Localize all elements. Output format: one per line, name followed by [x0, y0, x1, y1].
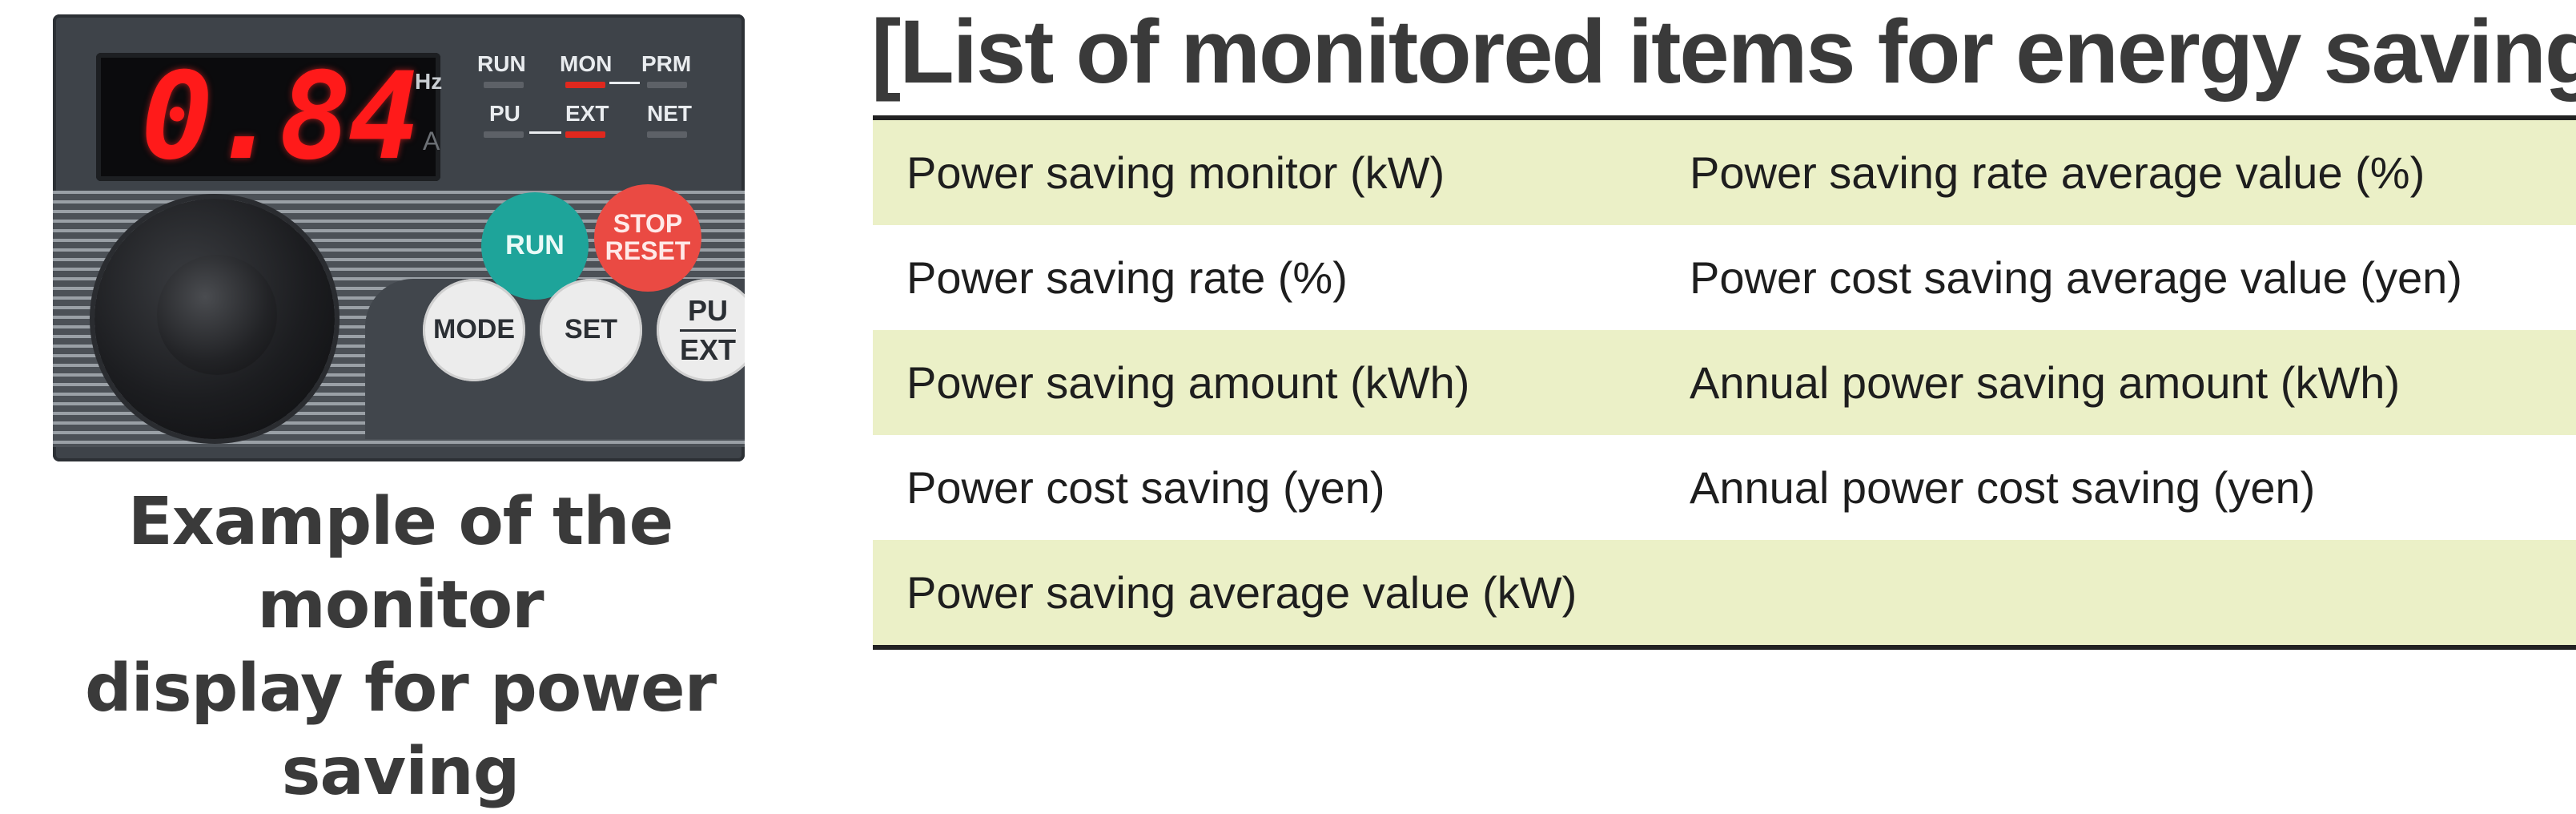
table-cell: Power saving amount (kWh) — [906, 357, 1470, 408]
indicator-net-led — [647, 131, 687, 138]
reset-label: RESET — [605, 236, 691, 265]
run-button[interactable]: RUN — [481, 192, 589, 300]
table-row: Power saving average value (kW) — [873, 540, 2576, 645]
indicator-run-led — [484, 82, 524, 88]
set-button[interactable]: SET — [540, 279, 642, 381]
indicator-ext-label: EXT — [565, 101, 609, 126]
indicator-pu-led — [484, 131, 524, 138]
run-button-label: RUN — [505, 230, 565, 261]
caption-line-2: display for power saving — [84, 651, 717, 810]
stop-label: STOP — [613, 209, 683, 239]
indicator-pu-label: PU — [489, 101, 520, 126]
table-row: Power saving rate (%) Power cost saving … — [873, 225, 2576, 330]
list-heading: [List of monitored items for energy savi… — [871, 2, 2576, 102]
mode-button-label: MODE — [433, 314, 515, 345]
indicator-prm-label: PRM — [641, 51, 692, 76]
indicator-dash — [529, 131, 561, 134]
table-cell: Power cost saving (yen) — [906, 462, 1385, 513]
table-row: Power saving amount (kWh) Annual power s… — [873, 330, 2576, 435]
set-button-label: SET — [564, 314, 618, 345]
monitored-items-table: Power saving monitor (kW) Power saving r… — [873, 115, 2576, 650]
pu-label: PU — [687, 293, 728, 327]
indicator-run-label: RUN — [477, 51, 526, 76]
stop-reset-button[interactable]: STOP RESET — [594, 184, 701, 292]
indicator-mon-led — [565, 82, 605, 88]
table-row: Power cost saving (yen) Annual power cos… — [873, 435, 2576, 540]
indicator-ext-led — [565, 131, 605, 138]
setting-dial-knob[interactable] — [157, 255, 277, 375]
table-cell: Power cost saving average value (yen) — [1690, 252, 2462, 303]
caption-line-1: Example of the monitor — [127, 484, 673, 643]
pu-ext-button[interactable]: PU EXT — [657, 279, 745, 381]
display-value: 0.84 — [141, 47, 420, 187]
table-cell: Power saving rate (%) — [906, 252, 1348, 303]
table-cell: Annual power cost saving (yen) — [1690, 462, 2316, 513]
indicator-prm-led — [647, 82, 687, 88]
mode-button[interactable]: MODE — [423, 279, 525, 381]
table-cell: Power saving rate average value (%) — [1690, 147, 2425, 198]
table-cell: Power saving monitor (kW) — [906, 147, 1445, 198]
table-cell: Power saving average value (kW) — [906, 567, 1577, 618]
unit-hz-label: Hz — [415, 69, 443, 94]
panel-caption: Example of the monitor display for power… — [0, 481, 801, 814]
indicator-mon-label: MON — [560, 51, 613, 76]
ext-label: EXT — [679, 332, 736, 366]
table-row: Power saving monitor (kW) Power saving r… — [873, 120, 2576, 225]
indicator-net-label: NET — [647, 101, 692, 126]
operation-panel: 0.84 Hz A RUN MON PRM PU EXT NET RUN STO… — [53, 14, 745, 461]
indicator-dash — [609, 82, 640, 84]
unit-a-label: A — [423, 127, 440, 155]
table-cell: Annual power saving amount (kWh) — [1690, 357, 2401, 408]
pu-ext-divider — [680, 328, 736, 332]
led-display — [96, 53, 440, 181]
